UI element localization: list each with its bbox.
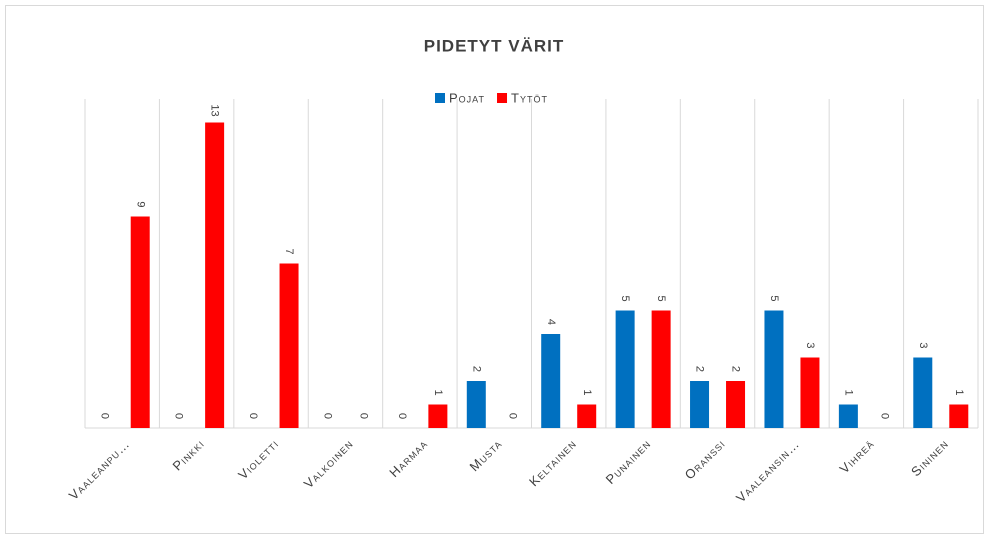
bar: [130, 216, 150, 428]
bar: [279, 263, 299, 428]
bar: [913, 357, 933, 428]
data-label: 0: [506, 413, 518, 419]
data-label: 5: [655, 295, 667, 301]
data-label: 2: [694, 366, 706, 372]
data-label: 0: [322, 413, 334, 419]
data-label: 2: [470, 366, 482, 372]
data-label: 1: [581, 389, 593, 395]
data-label: 1: [953, 389, 965, 395]
data-label: 0: [358, 413, 370, 419]
chart-title: PIDETYT VÄRIT: [424, 36, 565, 55]
data-label: 0: [173, 413, 185, 419]
data-label: 7: [283, 248, 295, 254]
data-label: 1: [842, 389, 854, 395]
bar: [428, 404, 448, 428]
data-label: 3: [804, 342, 816, 348]
data-label: 0: [396, 413, 408, 419]
chart-border: [5, 5, 984, 534]
data-label: 2: [730, 366, 742, 372]
data-label: 13: [209, 104, 221, 116]
legend-label: Tytöt: [511, 90, 548, 105]
data-label: 5: [768, 295, 780, 301]
bar: [726, 381, 746, 428]
bar: [651, 310, 671, 428]
bar: [577, 404, 597, 428]
bar: [541, 334, 561, 428]
data-label: 3: [917, 342, 929, 348]
data-label: 5: [619, 295, 631, 301]
bar: [690, 381, 710, 428]
data-label: 4: [545, 319, 557, 325]
data-label: 0: [878, 413, 890, 419]
data-label: 0: [98, 413, 110, 419]
bar: [800, 357, 820, 428]
bar: [205, 122, 225, 428]
data-label: 9: [134, 201, 146, 207]
bar: [764, 310, 784, 428]
bar: [838, 404, 858, 428]
legend-swatch: [435, 93, 445, 103]
data-label: 0: [247, 413, 259, 419]
legend-label: Pojat: [449, 90, 485, 105]
bar: [949, 404, 969, 428]
bar: [466, 381, 486, 428]
bar: [615, 310, 635, 428]
data-label: 1: [432, 389, 444, 395]
legend-swatch: [497, 93, 508, 103]
